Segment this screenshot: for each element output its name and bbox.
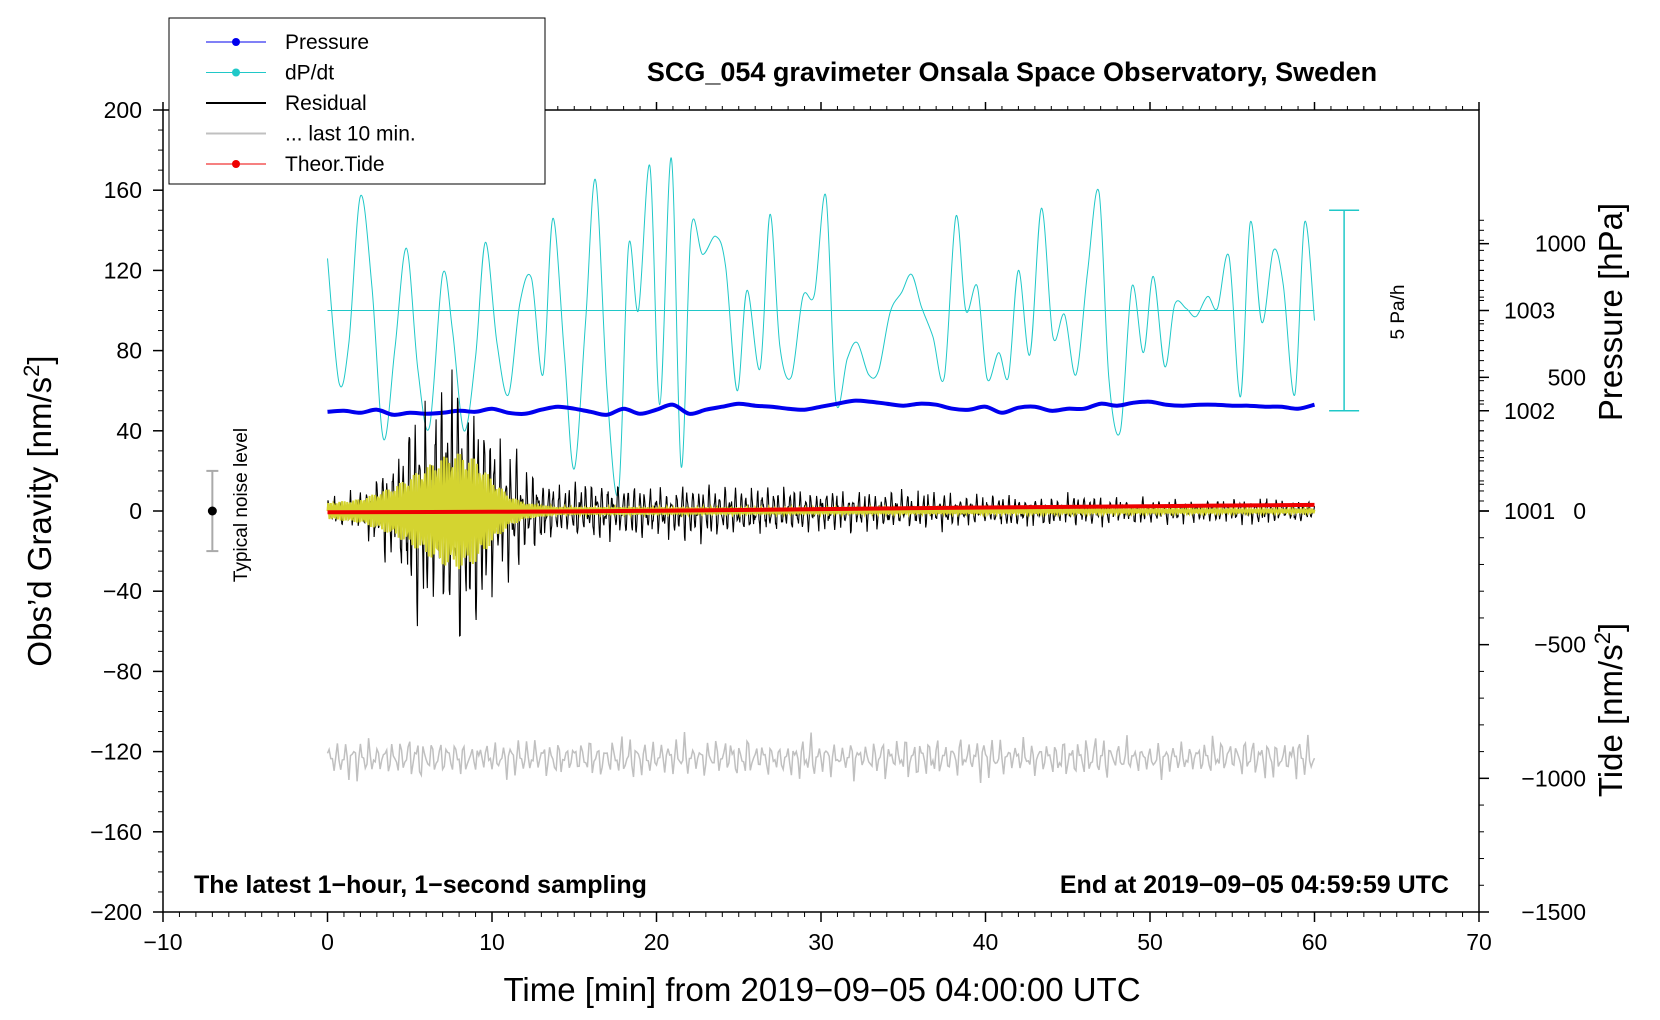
end-time-annotation: End at 2019−09−05 04:59:59 UTC xyxy=(1060,871,1449,899)
last-10-min-line xyxy=(326,732,1316,784)
x-axis-label: Time [min] from 2019−09−05 04:00:00 UTC xyxy=(503,971,1140,1008)
pressure-axis-label: Pressure [hPa] xyxy=(1592,203,1629,421)
y-tick-label: −160 xyxy=(90,819,142,845)
legend: Pressure dP/dt Residual ... last 10 min. The… xyxy=(168,17,546,185)
x-tick-label: 50 xyxy=(1137,929,1163,955)
scale-bar-label: 5 Pa/h xyxy=(1388,285,1409,340)
noise-label: Typical noise level xyxy=(231,428,252,582)
y-axis-label-main: Obs’d Gravity [nm/s xyxy=(21,377,58,667)
legend-label: Theor.Tide xyxy=(285,153,385,176)
noise-level-bar xyxy=(206,469,219,553)
tide-tick-label: 1000 xyxy=(1535,231,1586,257)
legend-label: ... last 10 min. xyxy=(285,123,416,146)
legend-swatch-dot xyxy=(232,160,240,168)
y-tick-label: 200 xyxy=(104,97,142,123)
tide-axis-label-close: ] xyxy=(1592,623,1629,632)
legend-entries: Pressure dP/dt Residual ... last 10 min. The… xyxy=(206,31,416,176)
residual-series xyxy=(326,369,1316,637)
x-tick-label: 10 xyxy=(479,929,505,955)
x-tick-label: 20 xyxy=(644,929,670,955)
x-axis-ticks: −10 0 10 20 30 40 50 60 70 xyxy=(143,102,1492,955)
pressure-tick-label: 1002 xyxy=(1504,398,1555,424)
y-tick-label: 160 xyxy=(104,177,142,203)
residual-line xyxy=(326,369,1316,637)
x-tick-label: 40 xyxy=(973,929,999,955)
tide-tick-label: 500 xyxy=(1548,364,1586,390)
tide-tick-label: 0 xyxy=(1573,498,1586,524)
tide-tick-label: −500 xyxy=(1534,632,1586,658)
legend-swatch-dot xyxy=(232,68,240,77)
y-tick-label: 80 xyxy=(116,338,142,364)
legend-swatch-dot xyxy=(232,38,240,46)
noise-bar-dot xyxy=(207,506,217,516)
pressure-line xyxy=(327,398,1316,417)
pressure-tick-label: 1003 xyxy=(1504,298,1555,324)
pressure-series xyxy=(327,398,1316,417)
dpdt-line xyxy=(327,157,1315,497)
dpdt-series xyxy=(327,157,1315,497)
x-tick-label: 70 xyxy=(1466,929,1492,955)
y-tick-label: 120 xyxy=(104,257,142,283)
last-10-min-series xyxy=(326,732,1316,784)
legend-box xyxy=(168,17,546,185)
x-tick-label: −10 xyxy=(143,929,182,955)
sampling-annotation: The latest 1−hour, 1−second sampling xyxy=(194,871,647,899)
pressure-axis-ticks: 1003 1002 1001 xyxy=(1479,219,1555,524)
y-axis-ticks: −200 −160 −120 −80 −40 0 40 80 120 160 200 xyxy=(90,97,163,925)
y-tick-label: −120 xyxy=(90,739,142,765)
dpdt-scale-bar xyxy=(1329,209,1360,412)
y-tick-label: −80 xyxy=(103,658,142,684)
legend-label: dP/dt xyxy=(285,62,334,85)
tide-line xyxy=(327,502,1315,515)
tide-axis-label: Tide [nm/s2] xyxy=(1590,623,1629,797)
y-axis-label: Obs’d Gravity [nm/s2] xyxy=(19,355,58,666)
tide-axis-label-main: Tide [nm/s xyxy=(1592,644,1629,797)
x-tick-label: 30 xyxy=(808,929,834,955)
y-tick-label: 0 xyxy=(129,498,142,524)
tide-series xyxy=(327,502,1315,515)
chart-title: SCG_054 gravimeter Onsala Space Observat… xyxy=(647,57,1377,87)
tide-tick-label: −1500 xyxy=(1521,899,1586,925)
x-tick-label: 60 xyxy=(1302,929,1328,955)
pressure-tick-label: 1001 xyxy=(1504,498,1555,524)
y-tick-label: −200 xyxy=(90,899,142,925)
y-tick-label: −40 xyxy=(103,578,142,604)
legend-label: Residual xyxy=(285,92,367,115)
y-axis-label-sup: 2 xyxy=(19,365,44,377)
tide-tick-label: −1000 xyxy=(1521,765,1586,791)
x-tick-label: 0 xyxy=(321,929,334,955)
y-tick-label: 40 xyxy=(116,418,142,444)
legend-label: Pressure xyxy=(285,31,369,54)
tide-axis-label-sup: 2 xyxy=(1590,632,1615,644)
tide-axis-ticks: 1000 500 0 −500 −1000 −1500 xyxy=(1479,231,1586,925)
y-axis-label-close: ] xyxy=(21,355,58,364)
